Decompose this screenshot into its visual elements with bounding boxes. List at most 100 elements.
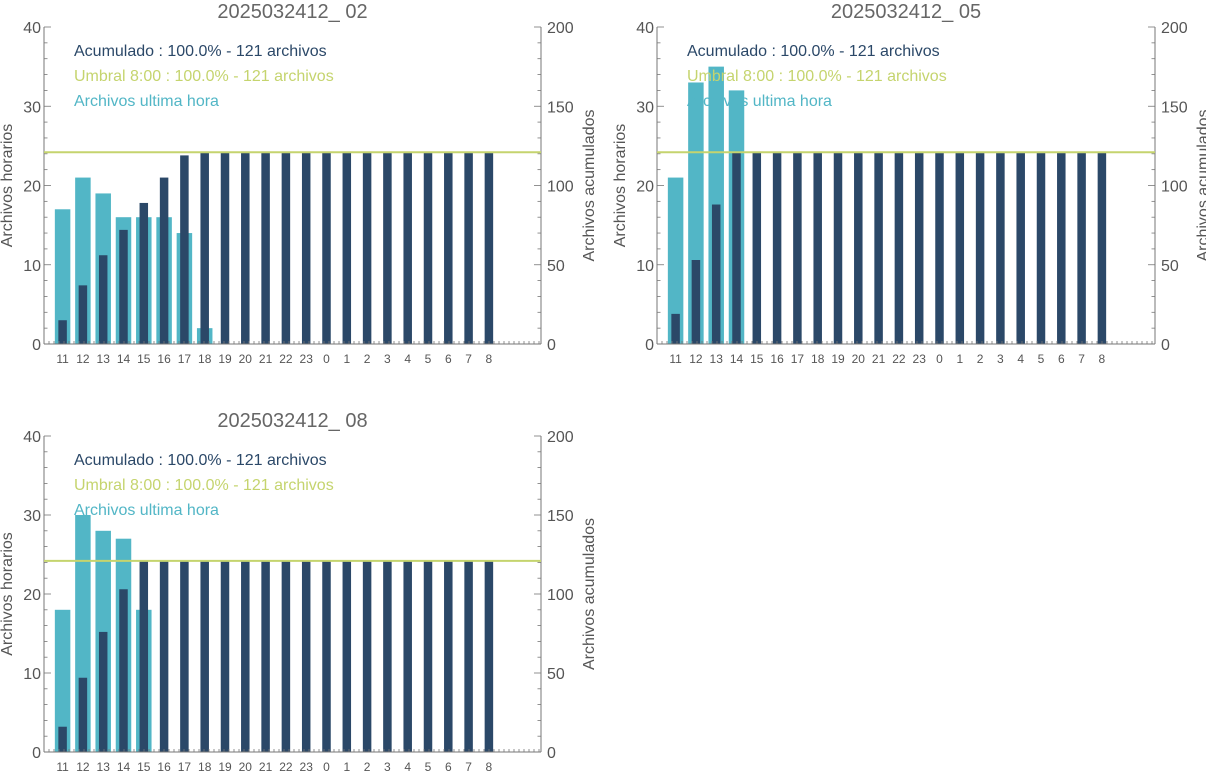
cumulative-bar-12 bbox=[78, 285, 88, 344]
x-tick-label: 14 bbox=[117, 760, 131, 771]
hourly-bar-11 bbox=[54, 209, 71, 344]
right-tick-label: 0 bbox=[547, 337, 556, 354]
cumulative-bar-14 bbox=[732, 152, 741, 344]
cumulative-bar-19 bbox=[833, 152, 843, 344]
x-tick-label: 18 bbox=[811, 352, 825, 366]
left-tick-label: 0 bbox=[32, 337, 41, 354]
left-axis-title: Archivos horarios bbox=[0, 532, 16, 656]
cumulative-bar-18 bbox=[813, 152, 822, 344]
right-axis-title: Archivos acumulados bbox=[1195, 109, 1206, 261]
x-tick-label: 11 bbox=[669, 352, 682, 366]
left-tick-label: 30 bbox=[636, 99, 654, 116]
x-tick-label: 1 bbox=[956, 352, 963, 366]
legend-entry-1: Acumulado : 100.0% - 121 archivos bbox=[74, 452, 327, 469]
x-tick-label: 13 bbox=[97, 760, 111, 771]
cumulative-bar-22 bbox=[894, 152, 904, 344]
cumulative-bar-8 bbox=[484, 560, 494, 752]
x-tick-label: 2 bbox=[364, 352, 371, 366]
right-tick-label: 100 bbox=[547, 587, 574, 604]
x-tick-label: 12 bbox=[76, 352, 90, 366]
x-tick-label: 19 bbox=[218, 352, 232, 366]
cumulative-bar-22 bbox=[281, 152, 291, 344]
cumulative-bar-6 bbox=[444, 152, 453, 344]
cumulative-bar-21 bbox=[261, 152, 270, 344]
x-tick-label: 17 bbox=[791, 352, 805, 366]
x-tick-label: 0 bbox=[323, 352, 330, 366]
x-tick-label: 19 bbox=[831, 352, 845, 366]
x-tick-label: 11 bbox=[56, 352, 69, 366]
hourly-bar-11 bbox=[54, 609, 71, 752]
cumulative-bar-4 bbox=[1016, 152, 1025, 344]
left-tick-label: 40 bbox=[23, 20, 41, 37]
x-tick-label: 8 bbox=[1099, 352, 1106, 366]
x-tick-label: 0 bbox=[323, 760, 330, 771]
cumulative-bar-7 bbox=[1077, 152, 1086, 344]
cumulative-bar-14 bbox=[119, 229, 128, 344]
cumulative-bar-15 bbox=[752, 152, 762, 344]
x-tick-label: 7 bbox=[1078, 352, 1085, 366]
x-tick-label: 11 bbox=[56, 760, 69, 771]
x-tick-label: 21 bbox=[259, 352, 273, 366]
right-axis-title: Archivos acumulados bbox=[581, 109, 598, 261]
left-axis-title: Archivos horarios bbox=[612, 124, 629, 248]
x-tick-label: 14 bbox=[730, 352, 744, 366]
cumulative-bar-0 bbox=[935, 152, 944, 344]
left-tick-label: 20 bbox=[23, 587, 41, 604]
left-tick-label: 10 bbox=[636, 258, 654, 275]
right-axis-title: Archivos acumulados bbox=[581, 518, 598, 670]
x-tick-label: 15 bbox=[750, 352, 764, 366]
legend-entry-1: Acumulado : 100.0% - 121 archivos bbox=[687, 43, 940, 60]
x-tick-label: 3 bbox=[384, 760, 391, 771]
chart-title: 2025032412_ 02 bbox=[217, 1, 367, 23]
x-tick-label: 1 bbox=[343, 760, 350, 771]
left-tick-label: 30 bbox=[23, 508, 41, 525]
x-tick-label: 2 bbox=[364, 760, 371, 771]
cumulative-bar-4 bbox=[403, 152, 412, 344]
cumulative-bar-18 bbox=[200, 560, 209, 752]
left-axis-title: Archivos horarios bbox=[0, 124, 16, 248]
right-tick-label: 100 bbox=[547, 179, 574, 196]
cumulative-bar-15 bbox=[139, 202, 149, 344]
cumulative-bar-2 bbox=[362, 152, 372, 344]
right-tick-label: 50 bbox=[547, 258, 565, 275]
cumulative-bar-4 bbox=[403, 560, 412, 752]
left-tick-label: 0 bbox=[32, 745, 41, 762]
x-tick-label: 8 bbox=[486, 760, 493, 771]
x-tick-label: 20 bbox=[852, 352, 866, 366]
x-tick-label: 3 bbox=[997, 352, 1004, 366]
x-tick-label: 0 bbox=[936, 352, 943, 366]
cumulative-bar-23 bbox=[914, 152, 924, 344]
cumulative-bar-21 bbox=[261, 560, 270, 752]
cumulative-bar-11 bbox=[671, 313, 680, 344]
x-tick-label: 6 bbox=[1058, 352, 1065, 366]
x-tick-label: 22 bbox=[892, 352, 906, 366]
x-tick-label: 15 bbox=[137, 352, 151, 366]
left-tick-label: 40 bbox=[23, 429, 41, 446]
x-tick-label: 4 bbox=[404, 352, 411, 366]
x-tick-label: 22 bbox=[279, 352, 293, 366]
x-tick-label: 21 bbox=[259, 760, 273, 771]
right-tick-label: 50 bbox=[1161, 258, 1179, 275]
legend-entry-2: Umbral 8:00 : 100.0% - 121 archivos bbox=[687, 68, 947, 85]
cumulative-bar-13 bbox=[711, 204, 721, 344]
cumulative-bar-6 bbox=[444, 560, 453, 752]
cumulative-bar-1 bbox=[955, 152, 965, 344]
x-tick-label: 22 bbox=[279, 760, 293, 771]
x-tick-label: 5 bbox=[1038, 352, 1045, 366]
cumulative-bar-2 bbox=[362, 560, 372, 752]
legend-entry-3: Archivos ultima hora bbox=[687, 93, 832, 110]
cumulative-bar-21 bbox=[874, 152, 883, 344]
right-tick-label: 150 bbox=[1161, 99, 1188, 116]
cumulative-bar-5 bbox=[423, 152, 433, 344]
x-tick-label: 4 bbox=[1017, 352, 1024, 366]
cumulative-bar-20 bbox=[854, 152, 863, 344]
cumulative-bar-11 bbox=[58, 320, 67, 344]
cumulative-bar-16 bbox=[772, 152, 782, 344]
right-tick-label: 150 bbox=[547, 508, 574, 525]
x-tick-label: 5 bbox=[425, 760, 432, 771]
left-tick-label: 20 bbox=[636, 179, 654, 196]
cumulative-bar-11 bbox=[58, 726, 67, 752]
x-tick-label: 23 bbox=[300, 352, 314, 366]
right-tick-label: 100 bbox=[1161, 179, 1188, 196]
cumulative-bar-3 bbox=[383, 560, 392, 752]
